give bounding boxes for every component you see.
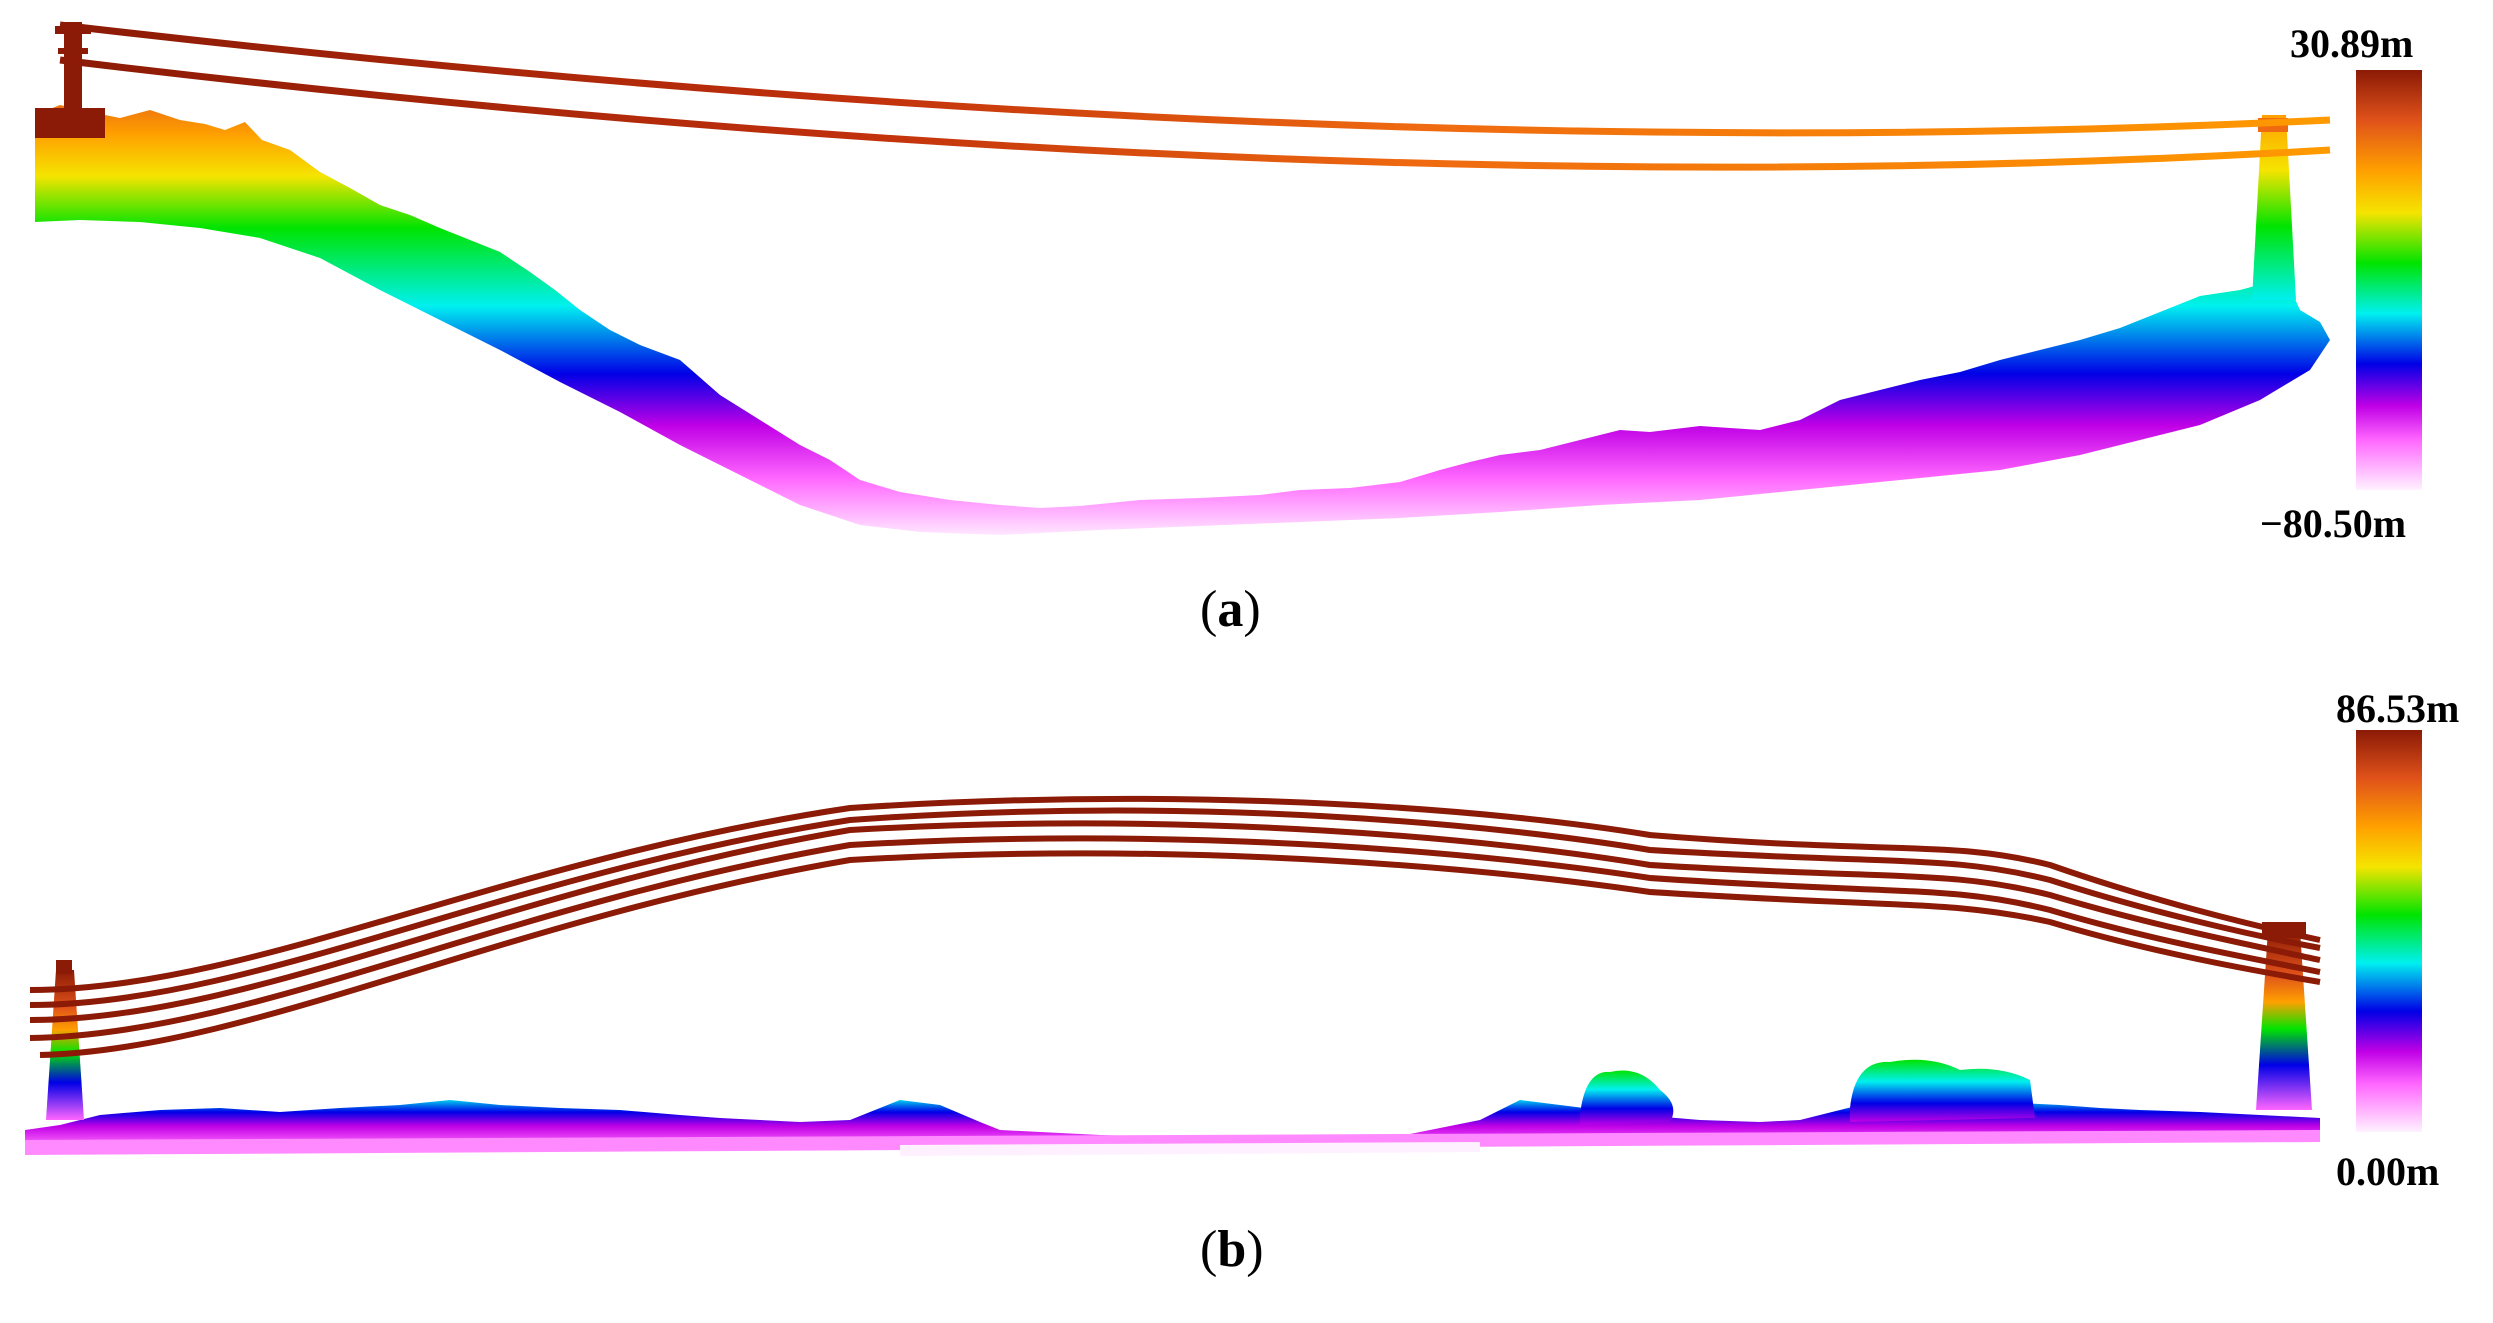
ground-b-base xyxy=(25,1130,2320,1155)
power-line-a-2 xyxy=(59,56,2331,171)
panel-a-caption-letter: a xyxy=(1217,581,1244,638)
vegetation-b-2 xyxy=(1850,1059,2035,1122)
panel-a-caption: (a) xyxy=(1200,581,1261,638)
transmission-tower-right-a xyxy=(2252,115,2296,300)
panel-a: 30.89m −80.50m (a) xyxy=(0,0,2493,660)
terrain-a xyxy=(35,105,2330,535)
colorbar-a xyxy=(2356,70,2422,490)
colorbar-a-min-label: −80.50m xyxy=(2260,501,2407,546)
vegetation-b-1 xyxy=(1580,1070,1674,1125)
colorbar-a-max-label: 30.89m xyxy=(2290,21,2414,66)
power-line-a-1 xyxy=(59,21,2331,137)
panel-b-caption-letter: b xyxy=(1217,1221,1247,1278)
transmission-tower-left-a xyxy=(35,22,105,138)
colorbar-b-min-label: 0.00m xyxy=(2336,1149,2440,1194)
panel-b-caption: (b) xyxy=(1200,1221,1264,1278)
colorbar-b xyxy=(2356,730,2422,1132)
point-cloud-b xyxy=(25,795,2321,1156)
transmission-tower-left-b xyxy=(46,960,84,1120)
point-cloud-a xyxy=(35,21,2331,535)
colorbar-b-max-label: 86.53m xyxy=(2336,686,2460,731)
power-lines-b xyxy=(29,795,2321,1058)
panel-b: 86.53m 0.00m (b) xyxy=(0,660,2493,1323)
